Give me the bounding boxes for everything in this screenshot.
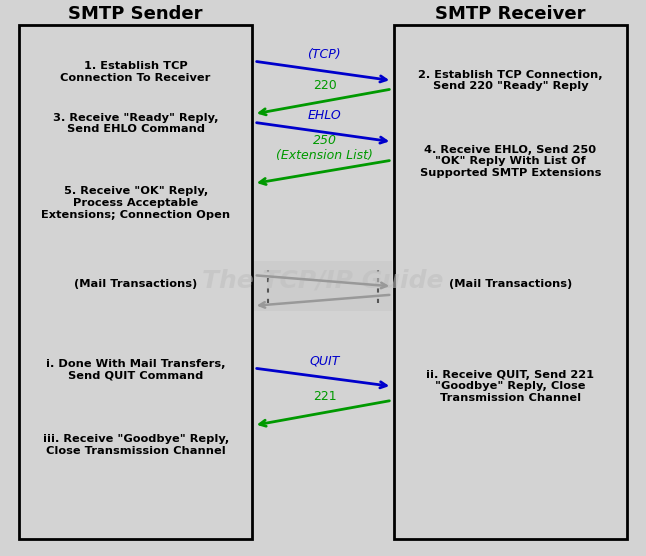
Text: ii. Receive QUIT, Send 221
"Goodbye" Reply, Close
Transmission Channel: ii. Receive QUIT, Send 221 "Goodbye" Rep… — [426, 370, 594, 403]
Text: SMTP Receiver: SMTP Receiver — [435, 5, 585, 23]
Text: (Mail Transactions): (Mail Transactions) — [74, 279, 197, 289]
Text: i. Done With Mail Transfers,
Send QUIT Command: i. Done With Mail Transfers, Send QUIT C… — [46, 359, 225, 380]
Bar — [19, 25, 252, 539]
Bar — [394, 25, 627, 539]
Text: The TCP/IP Guide: The TCP/IP Guide — [202, 269, 444, 293]
Bar — [254, 261, 392, 311]
Text: 220: 220 — [313, 79, 337, 92]
Text: 3. Receive "Ready" Reply,
Send EHLO Command: 3. Receive "Ready" Reply, Send EHLO Comm… — [53, 113, 218, 134]
Text: iii. Receive "Goodbye" Reply,
Close Transmission Channel: iii. Receive "Goodbye" Reply, Close Tran… — [43, 434, 229, 455]
Text: 4. Receive EHLO, Send 250
"OK" Reply With List Of
Supported SMTP Extensions: 4. Receive EHLO, Send 250 "OK" Reply Wit… — [420, 145, 601, 178]
Text: 1. Establish TCP
Connection To Receiver: 1. Establish TCP Connection To Receiver — [61, 62, 211, 83]
Text: (Mail Transactions): (Mail Transactions) — [449, 279, 572, 289]
Text: 5. Receive "OK" Reply,
Process Acceptable
Extensions; Connection Open: 5. Receive "OK" Reply, Process Acceptabl… — [41, 186, 230, 220]
Text: EHLO: EHLO — [307, 109, 341, 122]
Text: 2. Establish TCP Connection,
Send 220 "Ready" Reply: 2. Establish TCP Connection, Send 220 "R… — [418, 70, 603, 91]
Text: SMTP Sender: SMTP Sender — [68, 5, 203, 23]
Text: QUIT: QUIT — [309, 354, 339, 368]
Text: 221: 221 — [313, 390, 337, 403]
Text: 250
(Extension List): 250 (Extension List) — [276, 134, 373, 162]
Text: (TCP): (TCP) — [307, 48, 341, 61]
